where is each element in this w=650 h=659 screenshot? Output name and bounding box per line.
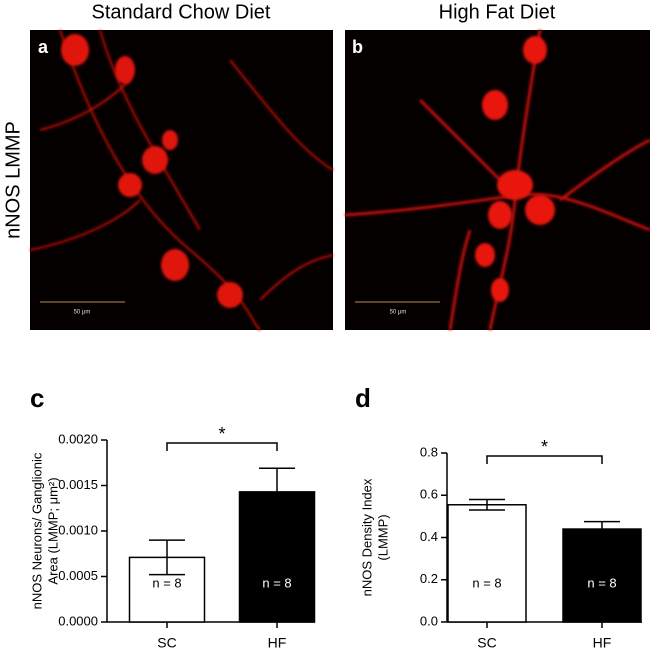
- column-title: Standard Chow Diet: [92, 1, 271, 23]
- panel-label: c: [30, 383, 44, 413]
- y-tick-label: 0.4: [420, 529, 438, 544]
- significance-mark: *: [218, 424, 225, 444]
- y-axis-label: nNOS Neurons/ Ganglionic: [29, 452, 44, 609]
- micrograph: 50 μm b: [344, 29, 650, 331]
- scale-bar-label: 50 μm: [390, 310, 407, 316]
- bar: [447, 504, 527, 623]
- significance-bracket: [166, 442, 278, 451]
- n-label: n = 8: [152, 575, 181, 590]
- significance-bracket: [486, 455, 603, 464]
- row-label: nNOS LMMP: [2, 121, 24, 239]
- y-tick-label: 0.0: [420, 613, 438, 628]
- y-tick-label: 0.0005: [58, 568, 98, 583]
- y-axis-label: Area (LMMP; μm²): [45, 477, 60, 584]
- n-label: n = 8: [262, 575, 291, 590]
- n-label: n = 8: [472, 575, 501, 590]
- y-tick-label: 0.6: [420, 487, 438, 502]
- x-tick-label: SC: [477, 635, 496, 651]
- y-tick-label: 0.0010: [58, 522, 98, 537]
- y-tick-label: 0.0000: [58, 613, 98, 628]
- bar: [562, 528, 642, 623]
- y-tick-label: 0.0015: [58, 477, 98, 492]
- micrograph: 50 μm a: [29, 29, 334, 331]
- x-tick-label: HF: [593, 635, 612, 651]
- image-label: a: [38, 37, 49, 57]
- x-tick-label: HF: [268, 635, 287, 651]
- n-label: n = 8: [587, 575, 616, 590]
- y-tick-label: 0.8: [420, 444, 438, 459]
- y-tick-label: 0.0020: [58, 431, 98, 446]
- y-axis-label: nNOS Density Index: [359, 478, 374, 596]
- panel-label: d: [355, 383, 371, 413]
- significance-mark: *: [541, 437, 548, 457]
- y-axis-label: (LMMP): [375, 514, 390, 560]
- scale-bar-label: 50 μm: [74, 310, 91, 316]
- image-label: b: [352, 37, 363, 57]
- y-tick-label: 0.2: [420, 571, 438, 586]
- x-tick-label: SC: [157, 635, 176, 651]
- column-title: High Fat Diet: [439, 1, 556, 23]
